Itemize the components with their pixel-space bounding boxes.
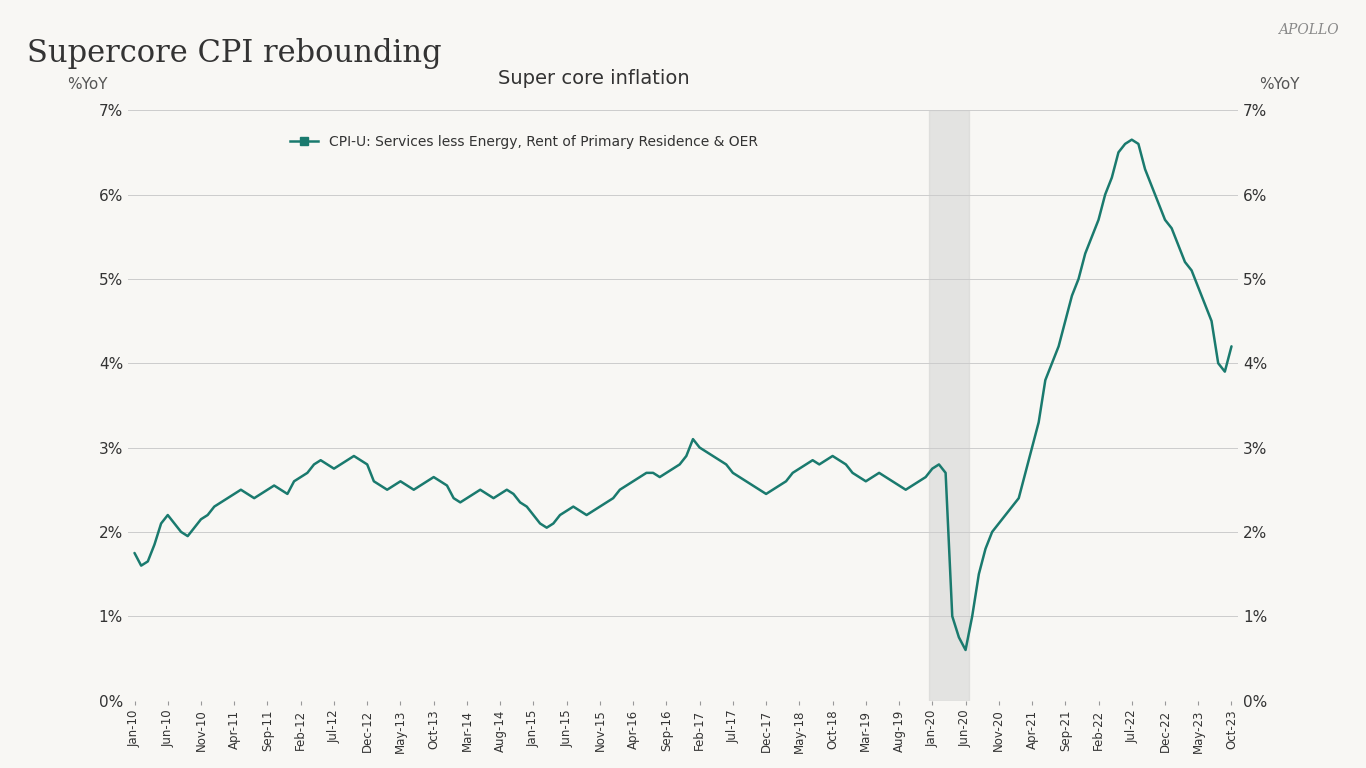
Text: %YoY: %YoY bbox=[1258, 78, 1299, 92]
Bar bbox=[929, 110, 968, 700]
Text: Super core inflation: Super core inflation bbox=[499, 69, 690, 88]
Text: %YoY: %YoY bbox=[67, 78, 108, 92]
Legend: CPI-U: Services less Energy, Rent of Primary Residence & OER: CPI-U: Services less Energy, Rent of Pri… bbox=[290, 135, 758, 149]
Text: Supercore CPI rebounding: Supercore CPI rebounding bbox=[27, 38, 443, 69]
Text: APOLLO: APOLLO bbox=[1279, 23, 1339, 37]
